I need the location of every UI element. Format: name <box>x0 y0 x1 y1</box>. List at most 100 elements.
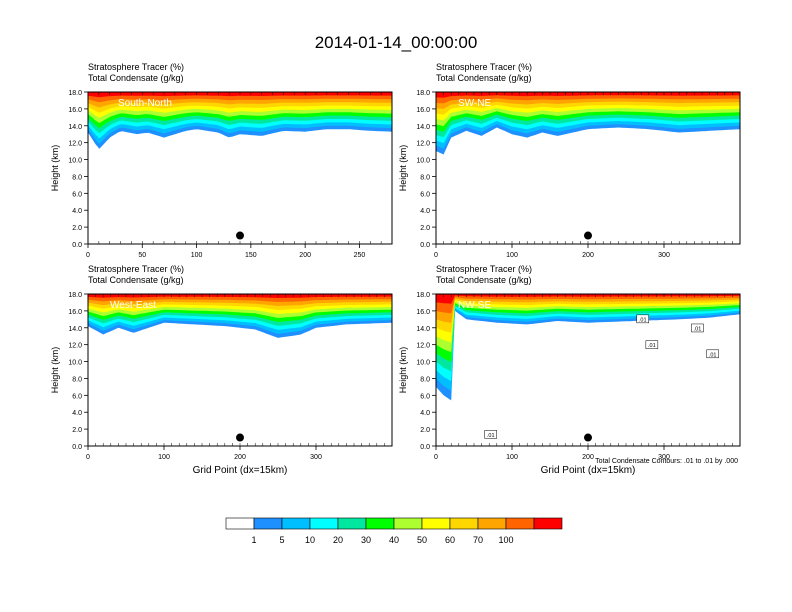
panel-title-tracer: Stratosphere Tracer (%) <box>88 62 184 72</box>
panel-title-condensate: Total Condensate (g/kg) <box>436 73 532 83</box>
y-tick-label: 2.0 <box>420 427 430 434</box>
y-tick-label: 4.0 <box>72 208 82 215</box>
y-tick-label: 12.0 <box>416 141 430 148</box>
colorbar-swatch <box>393 517 423 530</box>
y-tick-label: 2.0 <box>72 427 82 434</box>
panel-sw-ne: Stratosphere Tracer (%)Total Condensate … <box>398 62 741 259</box>
contour-label: .01 <box>694 326 702 332</box>
colorbar-swatch <box>309 517 339 530</box>
x-tick-label: 150 <box>245 252 257 259</box>
y-tick-label: 4.0 <box>420 410 430 417</box>
tracer-band <box>436 294 740 362</box>
y-tick-label: 4.0 <box>72 410 82 417</box>
y-tick-label: 0.0 <box>420 444 430 451</box>
x-tick-label: 300 <box>310 454 322 461</box>
y-tick-label: 6.0 <box>72 191 82 198</box>
colorbar-label: 30 <box>361 535 371 545</box>
colorbar-swatch <box>533 517 563 530</box>
tracer-band <box>436 294 740 333</box>
x-tick-label: 100 <box>506 454 518 461</box>
colorbar-label: 10 <box>305 535 315 545</box>
y-axis-label: Height (km) <box>398 347 408 394</box>
contour-label-box <box>636 314 649 324</box>
colorbar: 1 5 10 20 30 40 50 60 70 100 <box>225 517 563 545</box>
x-tick-label: 200 <box>582 454 594 461</box>
x-tick-label: 250 <box>354 252 366 259</box>
colorbar-swatch <box>225 517 255 530</box>
panel-title-condensate: Total Condensate (g/kg) <box>436 275 532 285</box>
panel-label: South-North <box>118 98 172 109</box>
x-tick-label: 0 <box>434 252 438 259</box>
colorbar-swatch <box>477 517 507 530</box>
x-tick-label: 200 <box>299 252 311 259</box>
y-tick-label: 0.0 <box>72 242 82 249</box>
y-tick-label: 6.0 <box>420 393 430 400</box>
contour-label: .01 <box>648 343 656 349</box>
y-tick-label: 16.0 <box>68 107 82 114</box>
tracer-field <box>436 92 740 155</box>
y-tick-label: 4.0 <box>420 208 430 215</box>
colorbar-label: 70 <box>473 535 483 545</box>
y-tick-label: 8.0 <box>420 376 430 383</box>
y-tick-label: 18.0 <box>416 292 430 299</box>
location-marker <box>236 231 244 240</box>
tracer-band <box>436 294 740 382</box>
colorbar-swatch <box>505 517 535 530</box>
x-tick-label: 300 <box>658 454 670 461</box>
location-marker <box>584 433 592 442</box>
contour-label-box <box>484 430 497 439</box>
y-tick-label: 10.0 <box>416 360 430 367</box>
tracer-field <box>436 294 740 401</box>
panel-west-east: Stratosphere Tracer (%)Total Condensate … <box>50 264 393 476</box>
colorbar-label: 60 <box>445 535 455 545</box>
panel-label: NW-SE <box>458 300 491 311</box>
y-tick-label: 12.0 <box>68 343 82 350</box>
contour-note: Total Condensate Contours: .01 to .01 by… <box>595 458 738 465</box>
y-axis-label: Height (km) <box>50 347 60 394</box>
y-axis-label: Height (km) <box>50 145 60 192</box>
colorbar-swatch <box>253 517 283 530</box>
x-tick-label: 0 <box>86 454 90 461</box>
panel-title-tracer: Stratosphere Tracer (%) <box>88 264 184 274</box>
y-tick-label: 10.0 <box>416 158 430 165</box>
y-tick-label: 16.0 <box>416 309 430 316</box>
y-tick-label: 14.0 <box>68 124 82 131</box>
panel-title-tracer: Stratosphere Tracer (%) <box>436 62 532 72</box>
y-tick-label: 16.0 <box>68 309 82 316</box>
x-axis-label: Grid Point (dx=15km) <box>193 465 288 476</box>
panel-title-condensate: Total Condensate (g/kg) <box>88 73 184 83</box>
y-tick-label: 8.0 <box>72 376 82 383</box>
colorbar-swatch <box>365 517 395 530</box>
y-tick-label: 0.0 <box>420 242 430 249</box>
x-tick-label: 100 <box>506 252 518 259</box>
colorbar-label: 100 <box>498 535 513 545</box>
y-tick-label: 0.0 <box>72 444 82 451</box>
x-tick-label: 200 <box>582 252 594 259</box>
panel-nw-se: Stratosphere Tracer (%)Total Condensate … <box>398 264 741 476</box>
x-tick-label: 300 <box>658 252 670 259</box>
colorbar-label: 50 <box>417 535 427 545</box>
x-axis-label: Grid Point (dx=15km) <box>541 465 636 476</box>
y-tick-label: 16.0 <box>416 107 430 114</box>
contour-label-box <box>706 349 719 359</box>
panels: Stratosphere Tracer (%)Total Condensate … <box>50 62 741 476</box>
tracer-band <box>436 294 740 314</box>
contour-label-box <box>645 340 659 349</box>
colorbar-swatch <box>449 517 479 530</box>
x-tick-label: 100 <box>158 454 170 461</box>
tracer-band <box>436 294 740 343</box>
colorbar-swatch <box>421 517 451 530</box>
contour-label: .01 <box>639 317 647 323</box>
tracer-band <box>436 294 740 352</box>
panel-label: SW-NE <box>458 98 491 109</box>
location-marker <box>236 433 244 442</box>
x-tick-label: 50 <box>138 252 146 259</box>
y-axis-label: Height (km) <box>398 145 408 192</box>
contour-label-box <box>691 323 704 333</box>
location-marker <box>584 231 592 240</box>
y-tick-label: 10.0 <box>68 158 82 165</box>
y-tick-label: 18.0 <box>416 90 430 97</box>
y-tick-label: 10.0 <box>68 360 82 367</box>
colorbar-label: 1 <box>251 535 256 545</box>
